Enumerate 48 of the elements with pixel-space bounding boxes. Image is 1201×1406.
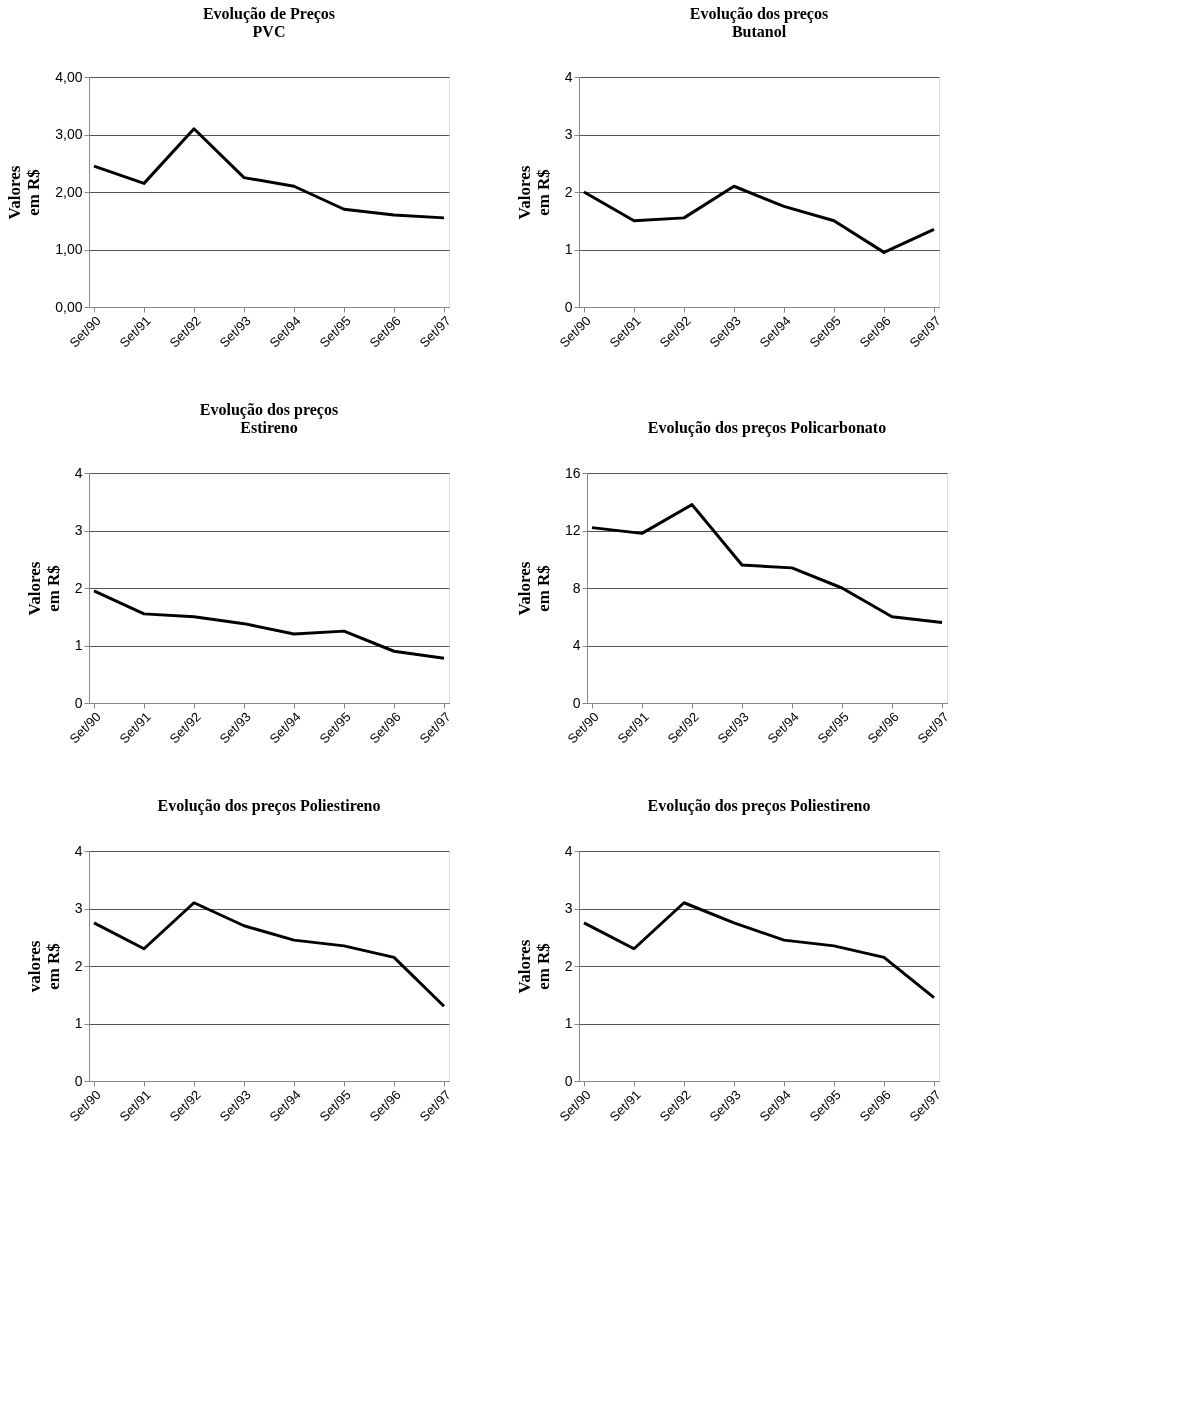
- y-tick-label: 0: [572, 694, 581, 711]
- y-tick-label: 3: [564, 126, 573, 142]
- y-tick-label: 3,00: [55, 126, 83, 142]
- chart-title: Evolução dos preços Estireno: [199, 401, 339, 436]
- y-tick-label: 2: [564, 957, 573, 974]
- chart-title: Evolução dos preços Poliestireno: [647, 797, 871, 815]
- y-tick-label: 2,00: [55, 183, 83, 200]
- y-tick-label: 1,00: [55, 241, 83, 257]
- chart-title: Evolução dos preços Poliestireno: [157, 797, 381, 815]
- y-tick-label: 8: [572, 579, 581, 596]
- chart-title: Evolução dos preços Policarbonato: [647, 419, 887, 437]
- y-tick-label: 2: [74, 579, 83, 596]
- y-tick-label: 4: [564, 842, 573, 859]
- y-tick-label: 16: [564, 464, 581, 481]
- line-series: [590, 503, 944, 624]
- y-tick-label: 1: [74, 637, 83, 653]
- y-tick-label: 0: [74, 694, 83, 711]
- y-axis-title: Valores em R$: [24, 561, 63, 616]
- y-tick-label: 0: [564, 1072, 573, 1089]
- y-tick-label: 0: [74, 1072, 83, 1089]
- line-series: [92, 127, 446, 220]
- y-tick-label: 4: [74, 842, 83, 859]
- y-tick-label: 3: [74, 522, 83, 538]
- y-tick-label: 4: [74, 464, 83, 481]
- y-tick-label: 1: [74, 1015, 83, 1031]
- line-series: [92, 589, 446, 660]
- chart-title: Evolução de Preços PVC: [202, 5, 336, 40]
- y-tick-label: 0: [564, 298, 573, 315]
- line-series: [582, 184, 936, 254]
- y-tick-label: 4: [572, 637, 581, 653]
- chart-title: Evolução dos preços Butanol: [689, 5, 829, 40]
- y-tick-label: 2: [564, 183, 573, 200]
- y-axis-title: Valores em R$: [514, 165, 553, 220]
- y-tick-label: 1: [564, 241, 573, 257]
- y-axis-title: Valores em R$: [514, 561, 553, 616]
- y-tick-label: 1: [564, 1015, 573, 1031]
- y-tick-label: 12: [564, 522, 581, 538]
- y-tick-label: 3: [564, 900, 573, 916]
- y-axis-title: Valores em R$: [514, 939, 553, 994]
- y-tick-label: 3: [74, 900, 83, 916]
- y-tick-label: 2: [74, 957, 83, 974]
- y-tick-label: 0,00: [55, 298, 83, 315]
- line-series: [582, 901, 936, 1000]
- y-axis-title: Valores em R$: [5, 165, 44, 220]
- line-series: [92, 901, 446, 1008]
- y-tick-label: 4: [564, 68, 573, 85]
- y-axis-title: valores em R$: [24, 940, 63, 993]
- y-tick-label: 4,00: [55, 68, 83, 85]
